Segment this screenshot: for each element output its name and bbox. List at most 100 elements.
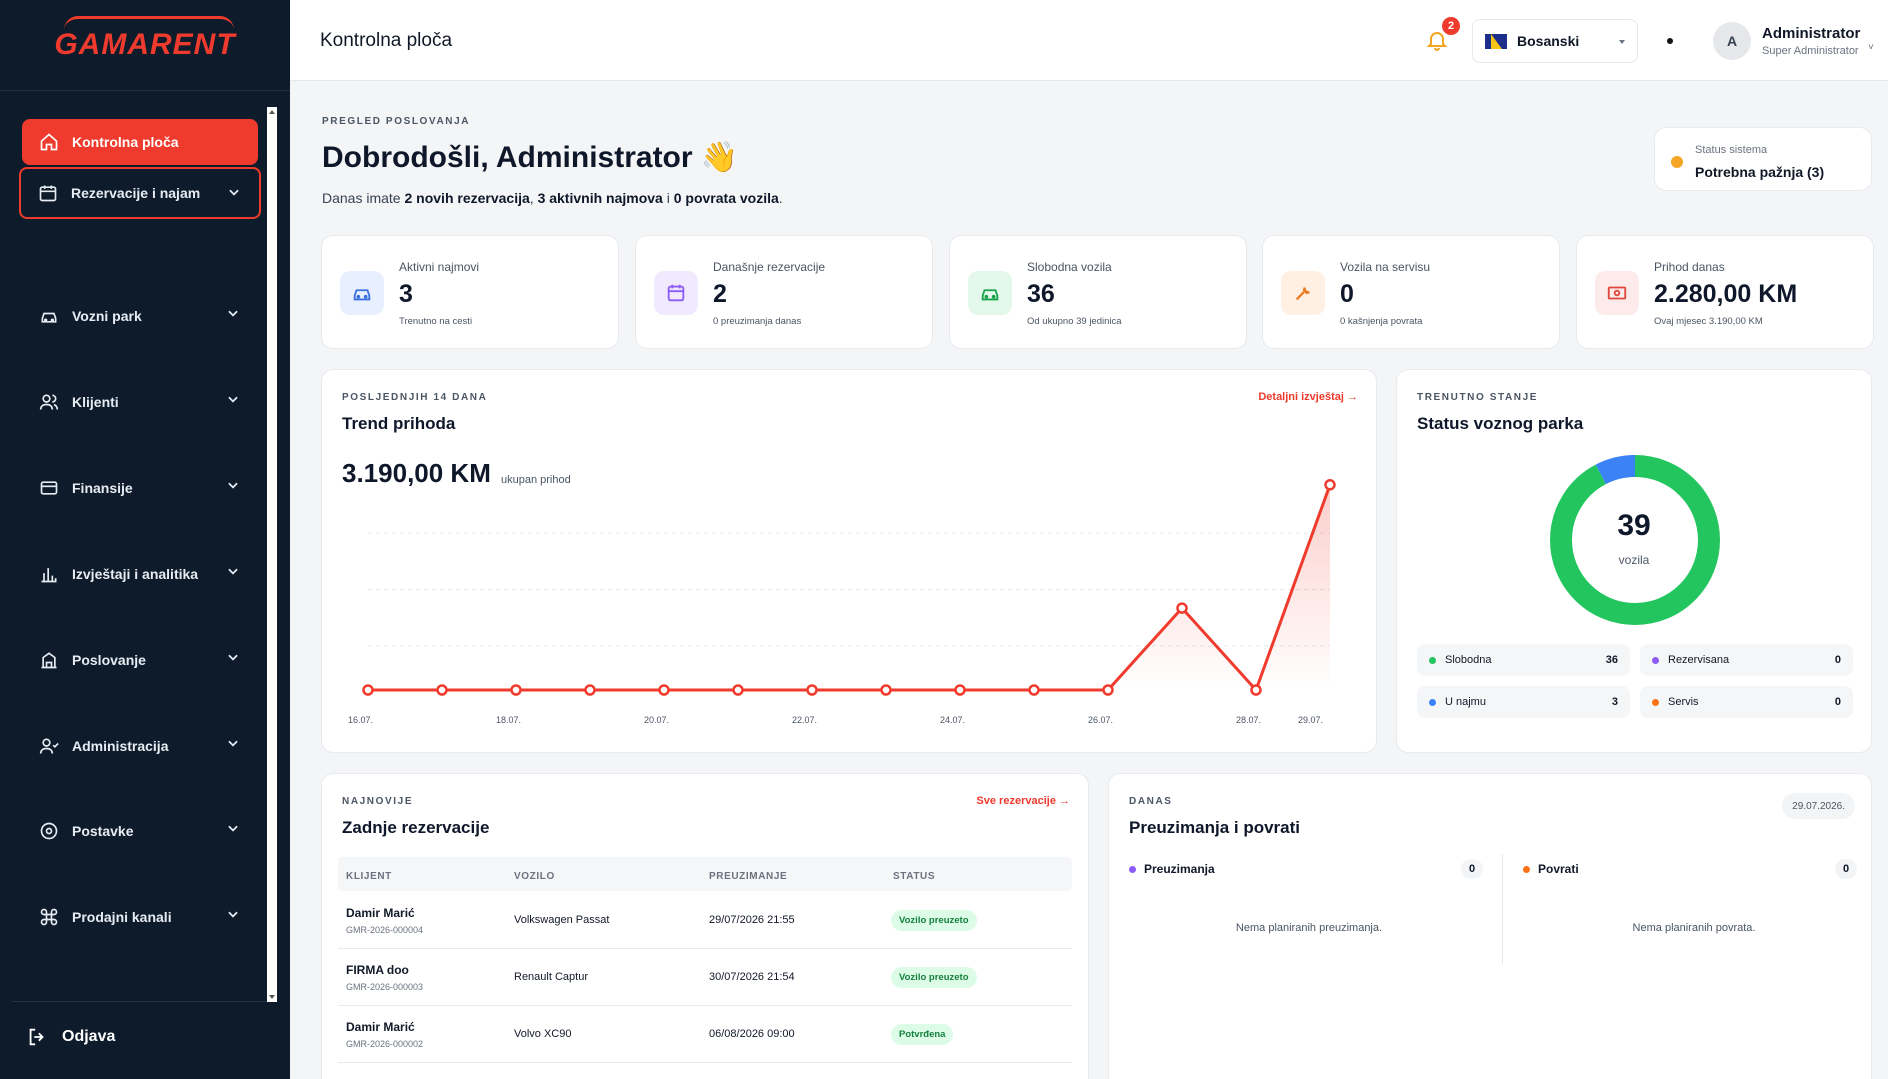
data-point bbox=[1324, 479, 1336, 491]
user-name[interactable]: Administrator bbox=[1762, 25, 1861, 42]
donut-slice bbox=[1550, 455, 1720, 625]
detailed-report-link[interactable]: Detaljni izvještaj → bbox=[1258, 391, 1358, 403]
status-badge: Vozilo preuzeto bbox=[891, 967, 977, 988]
revenue-trend-card: POSLJEDNJIH 14 DANA Trend prihoda Detalj… bbox=[321, 369, 1377, 753]
logout-icon bbox=[26, 1026, 48, 1048]
system-status-card[interactable]: Status sistema Potrebna pažnja (3) bbox=[1654, 127, 1872, 191]
legend-item: Rezervisana 0 bbox=[1640, 644, 1853, 676]
all-reservations-link[interactable]: Sve rezervacije → bbox=[976, 795, 1070, 807]
calendar-icon bbox=[654, 271, 698, 315]
car-icon bbox=[968, 271, 1012, 315]
sidebar-scrollbar[interactable] bbox=[267, 107, 277, 1002]
sidebar-item-fleet[interactable]: Vozni park bbox=[22, 293, 258, 339]
car-icon bbox=[38, 305, 60, 327]
card-icon bbox=[38, 477, 60, 499]
chevron-down-icon bbox=[226, 650, 240, 667]
chevron-down-icon bbox=[226, 907, 240, 924]
fleet-donut-chart bbox=[1550, 455, 1720, 625]
stat-card-today-reservations[interactable]: Današnje rezervacije 2 0 preuzimanja dan… bbox=[635, 235, 933, 349]
stat-card-active-rentals[interactable]: Aktivni najmovi 3 Trenutno na cesti bbox=[321, 235, 619, 349]
table-row[interactable]: FIRMA doo GMR-2026-000003 Renault Captur… bbox=[338, 949, 1072, 1006]
chevron-down-icon bbox=[227, 185, 241, 202]
welcome-eyebrow: PREGLED POSLOVANJA bbox=[322, 116, 471, 127]
chevron-down-icon[interactable]: ˅ bbox=[1868, 42, 1874, 53]
series-line bbox=[368, 484, 1332, 693]
legend-item: Servis 0 bbox=[1640, 686, 1853, 718]
returns-empty-text: Nema planiranih povrata. bbox=[1632, 922, 1756, 934]
calendar-icon bbox=[37, 182, 59, 204]
sidebar-item-dashboard[interactable]: Kontrolna ploča bbox=[22, 119, 258, 165]
data-point bbox=[510, 684, 522, 696]
x-tick-label: 22.07. bbox=[792, 715, 817, 725]
divider bbox=[1502, 854, 1503, 964]
sidebar-item-settings[interactable]: Postavke bbox=[22, 808, 258, 854]
chevron-down-icon bbox=[226, 306, 240, 323]
avatar[interactable]: A bbox=[1713, 22, 1751, 60]
total-revenue: 3.190,00 KM bbox=[342, 458, 491, 488]
stat-card-revenue-today[interactable]: Prihod danas 2.280,00 KM Ovaj mjesec 3.1… bbox=[1576, 235, 1874, 349]
table-header bbox=[338, 857, 1072, 891]
fleet-total: 39 bbox=[1617, 509, 1651, 542]
sidebar-item-sales-channels[interactable]: Prodajni kanali bbox=[22, 894, 258, 940]
returns-count: 0 bbox=[1835, 859, 1857, 879]
building-icon bbox=[38, 649, 60, 671]
page-title: Kontrolna ploča bbox=[320, 30, 453, 51]
table-row[interactable]: Damir Marić GMR-2026-000002 Volvo XC90 0… bbox=[338, 1006, 1072, 1063]
returns-header: Povrati bbox=[1523, 862, 1579, 876]
language-select[interactable]: Bosanski bbox=[1472, 19, 1638, 63]
welcome-subtitle: Danas imate 2 novih rezervacija, 3 aktiv… bbox=[322, 190, 783, 206]
user-role: Super Administrator bbox=[1762, 45, 1859, 57]
logout-button[interactable]: Odjava bbox=[26, 1026, 115, 1048]
x-tick-label: 24.07. bbox=[940, 715, 965, 725]
chevron-down-icon bbox=[226, 478, 240, 495]
status-dot bbox=[1671, 156, 1683, 168]
fleet-status-card: TRENUTNO STANJE Status voznog parka 39 v… bbox=[1396, 369, 1872, 753]
data-point bbox=[436, 684, 448, 696]
recent-reservations-card: NAJNOVIJE Zadnje rezervacije Sve rezerva… bbox=[321, 773, 1089, 1079]
sidebar-item-finance[interactable]: Finansije bbox=[22, 465, 258, 511]
data-point bbox=[1028, 684, 1040, 696]
users-icon bbox=[38, 391, 60, 413]
flag-icon bbox=[1485, 33, 1507, 49]
x-tick-label: 26.07. bbox=[1088, 715, 1113, 725]
admin-icon bbox=[38, 735, 60, 757]
data-point bbox=[732, 684, 744, 696]
stat-card-free-vehicles[interactable]: Slobodna vozila 36 Od ukupno 39 jedinica bbox=[949, 235, 1247, 349]
theme-toggle[interactable] bbox=[1667, 38, 1673, 44]
date-chip: 29.07.2026. bbox=[1782, 793, 1855, 819]
pickups-empty-text: Nema planiranih preuzimanja. bbox=[1235, 922, 1383, 934]
data-point bbox=[954, 684, 966, 696]
sidebar-item-reservations[interactable]: Rezervacije i najam bbox=[19, 167, 261, 219]
data-point bbox=[1250, 684, 1262, 696]
status-badge: Potvrđena bbox=[891, 1024, 954, 1045]
chevron-down-icon bbox=[226, 821, 240, 838]
card-title: Zadnje rezervacije bbox=[342, 818, 490, 837]
car-icon bbox=[340, 271, 384, 315]
pickups-returns-card: DANAS Preuzimanja i povrati 29.07.2026. … bbox=[1108, 773, 1872, 1079]
data-point bbox=[658, 684, 670, 696]
divider bbox=[12, 1001, 267, 1002]
notifications-bell-icon[interactable] bbox=[1425, 28, 1449, 57]
command-icon bbox=[38, 906, 60, 928]
stat-card-service[interactable]: Vozila na servisu 0 0 kašnjenja povrata bbox=[1262, 235, 1560, 349]
data-point bbox=[1176, 602, 1188, 614]
topbar: Kontrolna ploča bbox=[290, 0, 1888, 81]
data-point bbox=[1102, 684, 1114, 696]
card-title: Status voznog parka bbox=[1417, 414, 1584, 433]
sidebar-item-administration[interactable]: Administracija bbox=[22, 723, 258, 769]
revenue-line-chart: 16.07. 18.07. 20.07. 22.07. 24.07. 26.07. 28.0… bbox=[348, 479, 1336, 725]
logo[interactable]: GAMARENT bbox=[0, 0, 290, 91]
sidebar-item-clients[interactable]: Klijenti bbox=[22, 379, 258, 425]
series-area bbox=[368, 484, 1330, 690]
sidebar-item-business[interactable]: Poslovanje bbox=[22, 637, 258, 683]
table-row[interactable]: Damir Marić GMR-2026-000004 Volkswagen P… bbox=[338, 892, 1072, 949]
pickups-header: Preuzimanja bbox=[1129, 862, 1215, 876]
home-icon bbox=[38, 131, 60, 153]
sidebar-item-reports[interactable]: Izvještaji i analitika bbox=[22, 551, 258, 597]
status-badge: Vozilo preuzeto bbox=[891, 910, 977, 931]
card-title: Trend prihoda bbox=[342, 414, 456, 433]
legend-item: U najmu 3 bbox=[1417, 686, 1630, 718]
x-tick-label: 29.07. bbox=[1298, 715, 1323, 725]
data-point bbox=[806, 684, 818, 696]
data-point bbox=[880, 684, 892, 696]
